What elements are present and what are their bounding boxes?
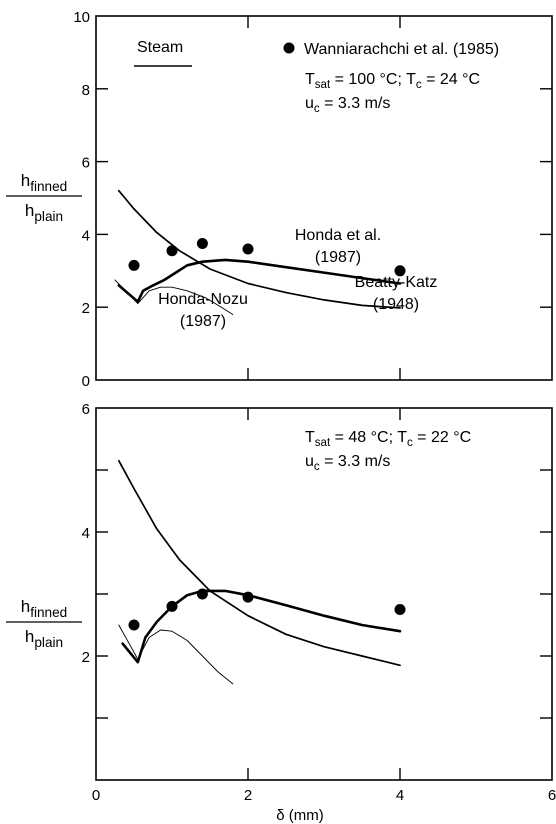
series-label: (1948): [373, 296, 419, 313]
data-point: [196, 588, 208, 600]
legend-marker: [283, 42, 295, 54]
x-tick-label: 2: [244, 787, 252, 804]
y-tick-label: 2: [82, 649, 90, 666]
plot-frame: [95, 15, 553, 381]
series-line-medium: [117, 459, 401, 667]
data-point: [166, 600, 178, 612]
series-line-thin: [118, 624, 234, 685]
series-label: Beatty-Katz: [355, 274, 438, 291]
series-line-medium: [117, 189, 401, 309]
conditions-line-1: Tsat = 48 °C; Tc = 22 °C: [305, 429, 471, 449]
y-tick-label: 2: [82, 300, 90, 317]
data-point: [128, 619, 140, 631]
y-axis-label-denominator: hplain: [25, 627, 63, 650]
legend-label: Wanniarachchi et al. (1985): [304, 41, 499, 58]
data-point: [196, 238, 208, 249]
series-label: (1987): [180, 313, 226, 330]
y-tick-label: 0: [82, 373, 90, 390]
panel-top: 0 2 4 6 8 10 hfinned hplain Tsat = 100 °C; Tc = …: [6, 9, 553, 390]
x-tick-label: 4: [396, 787, 404, 804]
data-point: [242, 591, 254, 603]
series-line-thick: [117, 258, 402, 303]
data-point: [166, 245, 178, 257]
series-label: Honda et al.: [295, 227, 381, 244]
series-label: Honda-Nozu: [158, 291, 248, 308]
y-tick-label: 6: [82, 401, 90, 418]
x-axis-label: δ (mm): [276, 807, 324, 824]
conditions-line-1: Tsat = 100 °C; Tc = 24 °C: [305, 71, 480, 91]
data-point: [394, 265, 406, 277]
x-tick-label: 0: [92, 787, 100, 804]
y-tick-label: 4: [82, 525, 90, 542]
x-tick-label: 6: [548, 787, 556, 804]
y-tick-label: 4: [82, 227, 90, 244]
series-line-thin: [114, 279, 234, 315]
fluid-label: Steam: [137, 39, 183, 56]
conditions-line-2: uc = 3.3 m/s: [305, 453, 390, 473]
y-axis-label-denominator: hplain: [25, 201, 63, 224]
y-tick-label: 10: [73, 9, 90, 26]
data-point: [242, 243, 254, 255]
y-axis-label-numerator: hfinned: [21, 597, 68, 620]
series-line-thick: [121, 589, 402, 664]
panel-bottom: 2 4 6 0 2 4 6 δ (mm) hfinned hplain Tsat = 48 °C; …: [6, 401, 556, 824]
y-axis-label-numerator: hfinned: [21, 171, 68, 194]
conditions-line-2: uc = 3.3 m/s: [305, 95, 390, 115]
series-label: (1987): [315, 249, 361, 266]
y-tick-label: 8: [82, 82, 90, 99]
data-point: [128, 259, 140, 271]
data-point: [394, 604, 406, 615]
y-tick-label: 6: [82, 155, 90, 172]
